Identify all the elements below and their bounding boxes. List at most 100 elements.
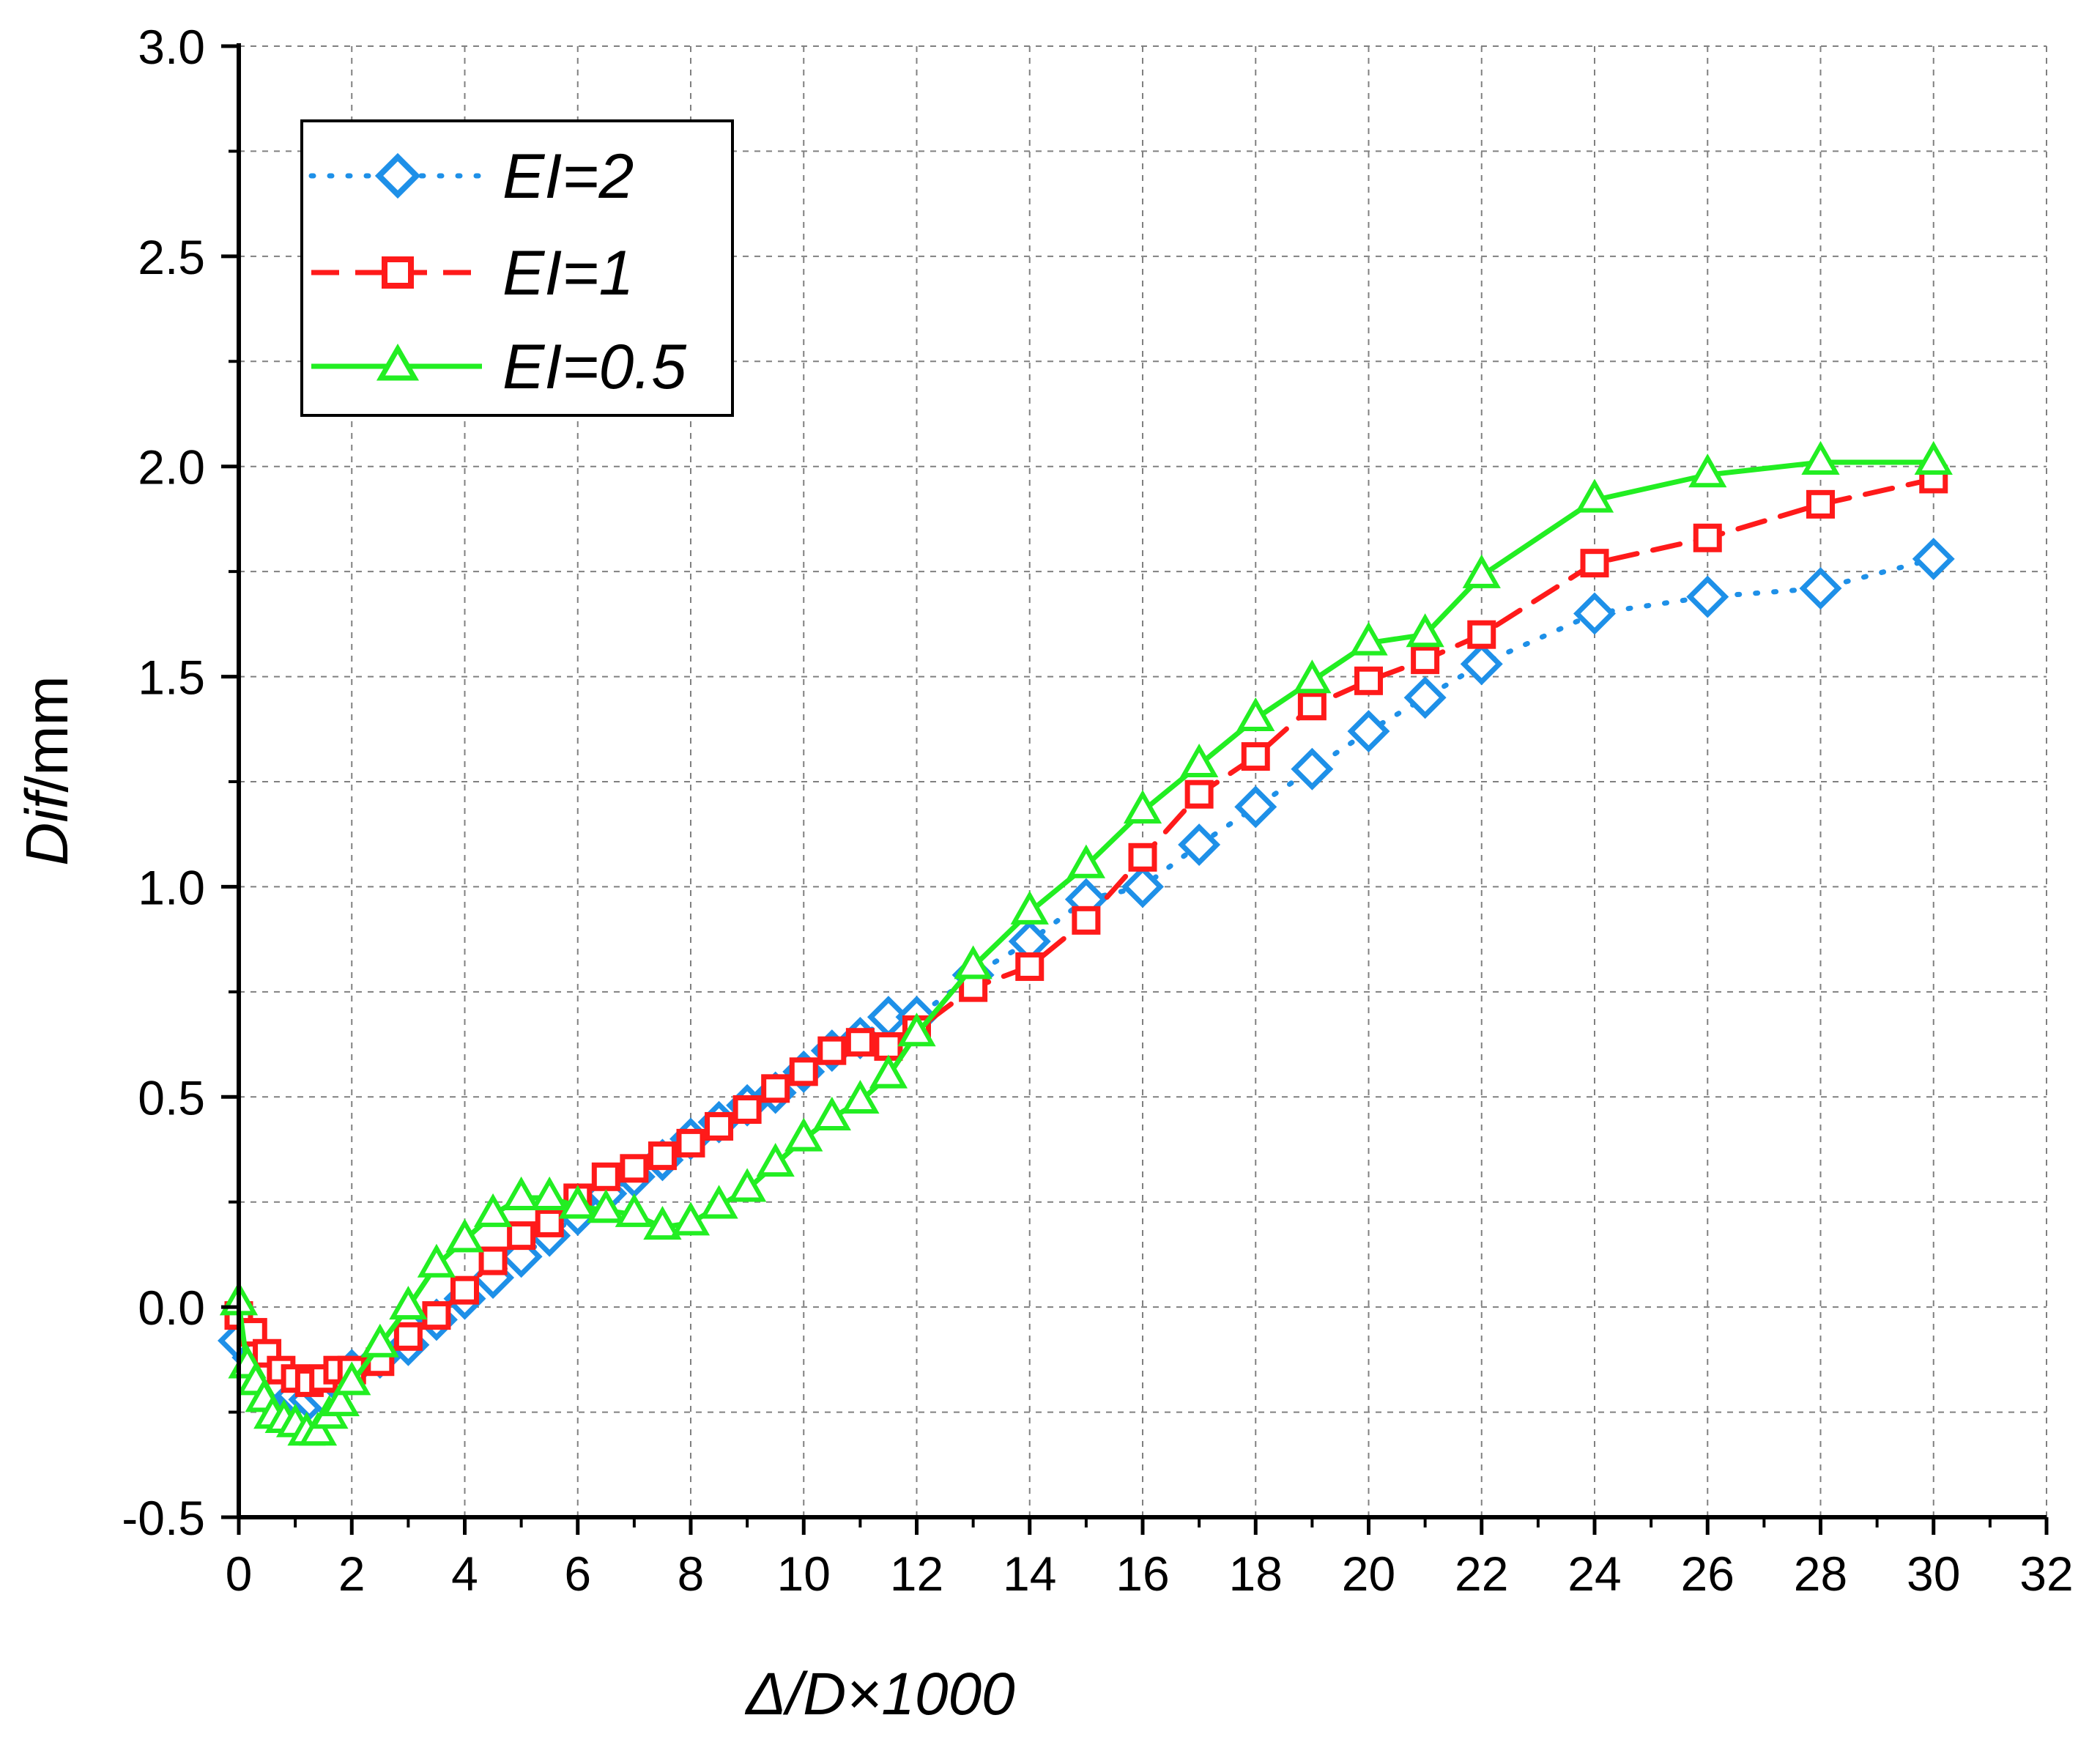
data-point-diamond bbox=[1347, 710, 1390, 753]
data-point-triangle bbox=[502, 1176, 541, 1210]
data-point-triangle bbox=[700, 1185, 738, 1219]
data-point-triangle bbox=[784, 1117, 823, 1152]
x-tick-label: 16 bbox=[1116, 1547, 1169, 1601]
data-point-square bbox=[705, 1111, 734, 1141]
y-tick-label: 0.5 bbox=[138, 1070, 205, 1125]
data-point-diamond bbox=[1008, 920, 1051, 963]
data-point-triangle bbox=[321, 1382, 360, 1417]
data-point-triangle bbox=[869, 1054, 908, 1089]
data-point-triangle bbox=[671, 1201, 710, 1236]
data-point-square bbox=[676, 1128, 705, 1158]
data-point-square bbox=[422, 1301, 451, 1330]
data-point-square bbox=[620, 1154, 649, 1183]
data-point-triangle bbox=[558, 1185, 597, 1219]
x-axis-title: Δ/D×1000 bbox=[744, 1661, 1014, 1727]
data-point-square bbox=[1015, 952, 1045, 981]
data-point-triangle bbox=[1801, 440, 1840, 475]
data-point-triangle bbox=[473, 1193, 513, 1227]
x-tick-label: 4 bbox=[451, 1547, 478, 1601]
data-point-square bbox=[1072, 906, 1101, 935]
data-point-triangle bbox=[1010, 890, 1049, 925]
data-point-triangle bbox=[1349, 621, 1388, 656]
data-point-triangle bbox=[615, 1193, 654, 1227]
data-point-triangle bbox=[1462, 554, 1501, 588]
data-point-diamond bbox=[1403, 676, 1447, 719]
legend-marker-ei-1 bbox=[382, 256, 414, 289]
legend-label-ei-2: EI=2 bbox=[502, 141, 634, 212]
data-point-diamond bbox=[1460, 642, 1503, 686]
x-tick-label: 8 bbox=[678, 1547, 705, 1601]
x-tick-label: 30 bbox=[1907, 1547, 1960, 1601]
data-point-triangle bbox=[1066, 844, 1106, 878]
data-point-square bbox=[393, 1322, 423, 1351]
axis-layer: 0 2 4 6 8 10 12 14 16 18 20 22 24 26 28 30 32-0.50.00.51… bbox=[122, 20, 2073, 1601]
series-layer bbox=[218, 440, 1955, 1446]
data-point-square bbox=[732, 1095, 762, 1124]
data-point-diamond bbox=[1234, 785, 1277, 829]
series-ei-1 bbox=[224, 464, 1948, 1397]
data-point-triangle bbox=[1123, 790, 1162, 824]
data-point-diamond bbox=[1291, 747, 1334, 790]
y-axis-title: Dif/mm bbox=[14, 675, 81, 866]
data-point-square bbox=[507, 1221, 536, 1251]
data-point-triangle bbox=[1406, 613, 1444, 648]
data-point-square bbox=[1354, 666, 1383, 695]
y-tick-label: 0.0 bbox=[138, 1281, 205, 1335]
data-point-triangle bbox=[756, 1143, 795, 1177]
data-point-triangle bbox=[1293, 659, 1332, 694]
data-point-triangle bbox=[360, 1323, 399, 1358]
data-point-square bbox=[1184, 779, 1214, 809]
x-tick-label: 20 bbox=[1342, 1547, 1395, 1601]
y-tick-label: 1.0 bbox=[138, 860, 205, 914]
data-point-square bbox=[761, 1074, 790, 1103]
x-tick-label: 2 bbox=[338, 1547, 366, 1601]
data-point-triangle bbox=[1914, 440, 1953, 475]
x-tick-label: 6 bbox=[564, 1547, 591, 1601]
x-tick-label: 28 bbox=[1794, 1547, 1847, 1601]
x-tick-label: 12 bbox=[890, 1547, 943, 1601]
data-point-square bbox=[535, 1208, 564, 1237]
x-tick-label: 0 bbox=[226, 1547, 253, 1601]
legend: EI=2 EI=1 EI=0.5 bbox=[300, 119, 734, 417]
data-point-square bbox=[450, 1275, 479, 1305]
legend-entry-ei-1: EI=1 bbox=[311, 238, 634, 308]
data-point-square bbox=[845, 1028, 875, 1057]
data-point-triangle bbox=[1575, 478, 1614, 513]
data-point-square bbox=[1693, 523, 1722, 552]
data-point-triangle bbox=[417, 1243, 456, 1278]
data-point-triangle bbox=[298, 1412, 338, 1446]
data-point-triangle bbox=[1179, 743, 1219, 778]
data-point-square bbox=[478, 1246, 508, 1275]
data-point-diamond bbox=[1573, 592, 1616, 635]
data-point-triangle bbox=[530, 1176, 569, 1210]
x-tick-label: 26 bbox=[1681, 1547, 1734, 1601]
data-point-triangle bbox=[812, 1096, 851, 1130]
data-point-triangle bbox=[841, 1079, 880, 1114]
data-point-triangle bbox=[727, 1168, 767, 1202]
x-tick-label: 18 bbox=[1229, 1547, 1283, 1601]
data-point-square bbox=[1806, 489, 1835, 519]
data-point-diamond bbox=[1799, 567, 1842, 610]
data-point-triangle bbox=[587, 1189, 626, 1223]
data-point-triangle bbox=[954, 945, 993, 979]
legend-label-ei-0-5: EI=0.5 bbox=[502, 332, 687, 402]
legend-marker-ei-2 bbox=[374, 152, 421, 199]
data-point-triangle bbox=[445, 1218, 484, 1253]
data-point-square bbox=[1467, 620, 1496, 649]
data-point-diamond bbox=[867, 996, 910, 1039]
y-tick-label: 2.5 bbox=[138, 230, 205, 284]
data-point-square bbox=[1297, 692, 1327, 721]
data-point-triangle bbox=[897, 1012, 936, 1047]
data-point-square bbox=[817, 1036, 847, 1065]
data-point-square bbox=[1241, 742, 1270, 771]
y-axis-title-unit: /mm bbox=[14, 675, 81, 792]
data-point-square bbox=[1580, 549, 1609, 578]
series-ei-2 bbox=[218, 537, 1955, 1421]
data-point-diamond bbox=[1121, 865, 1164, 908]
x-tick-label: 14 bbox=[1003, 1547, 1056, 1601]
data-point-triangle bbox=[643, 1206, 682, 1240]
data-point-square bbox=[648, 1141, 677, 1171]
legend-entry-ei-0-5: EI=0.5 bbox=[311, 332, 687, 402]
